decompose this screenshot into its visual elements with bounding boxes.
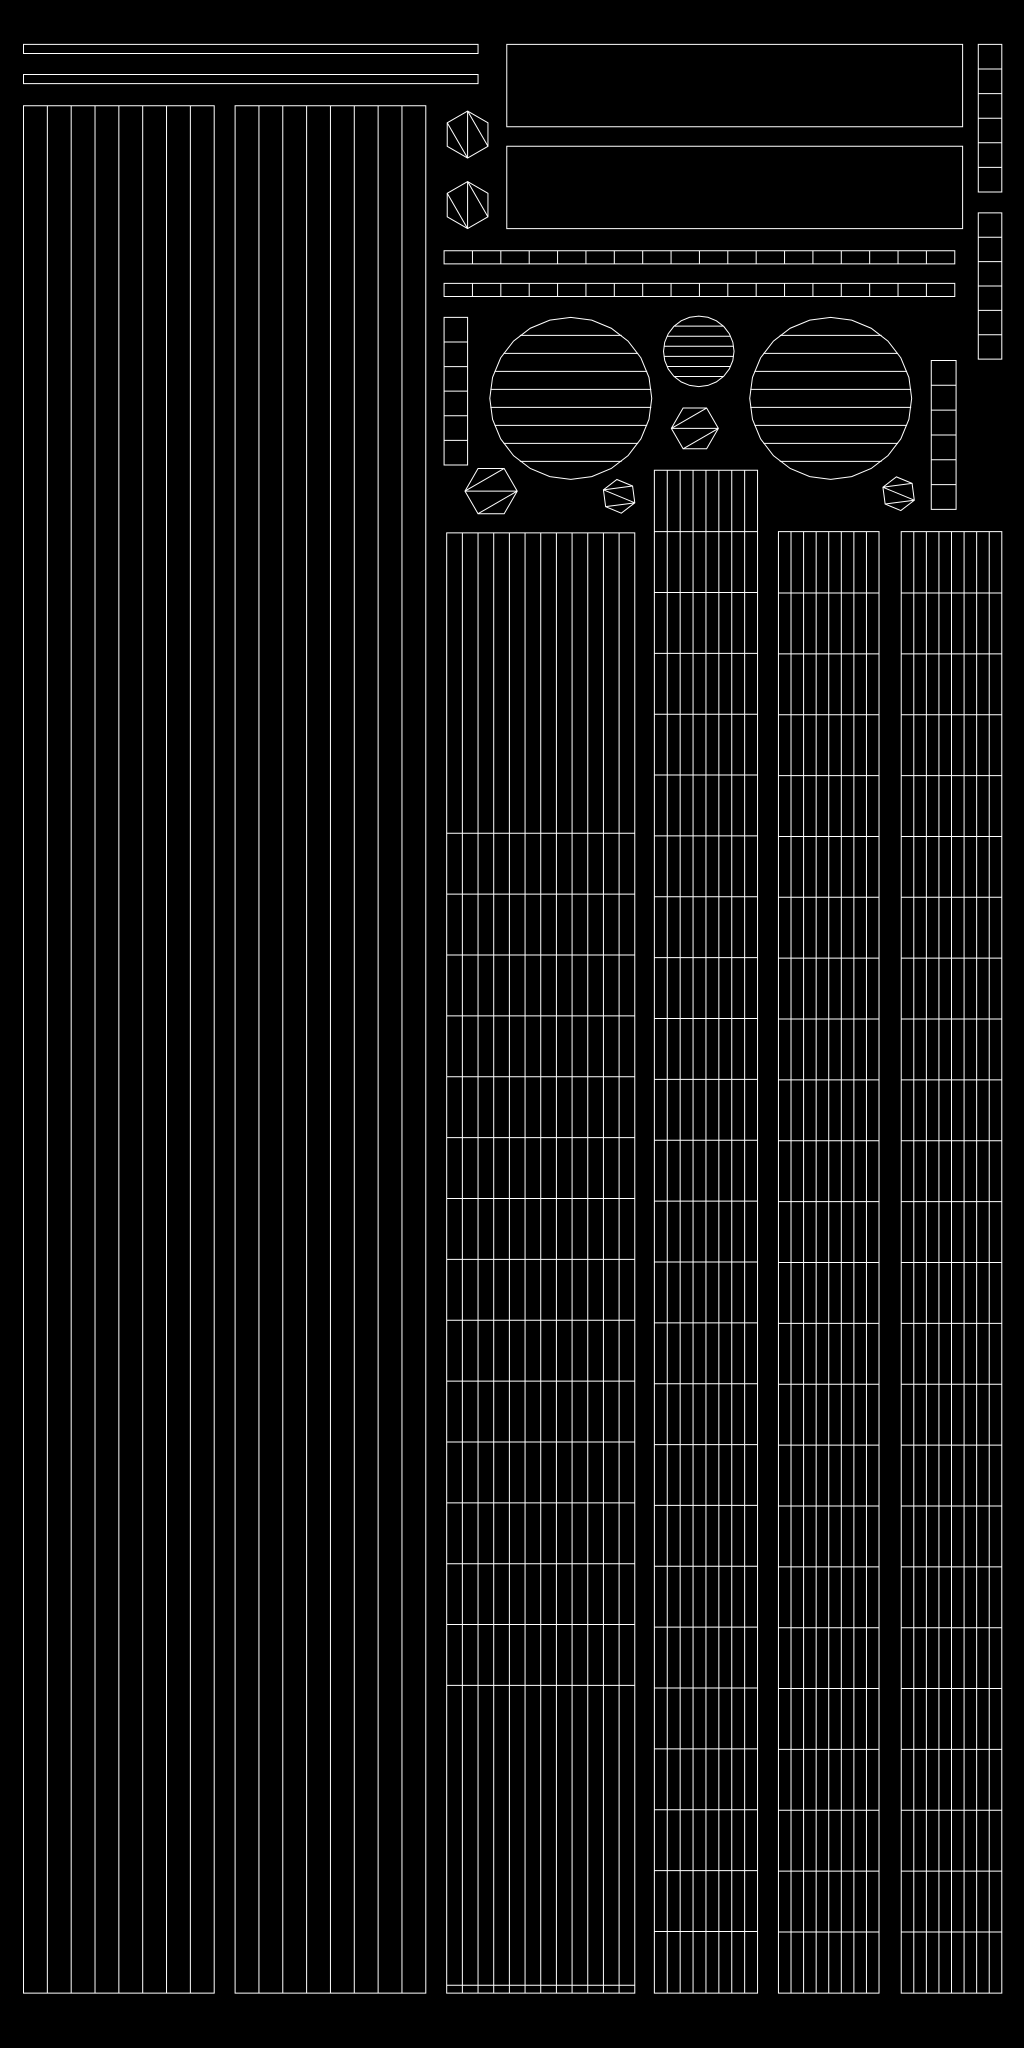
panel-island: [507, 44, 963, 126]
grid-island: [654, 470, 757, 1993]
island-outline: [24, 44, 479, 53]
horizontal-strip-island: [444, 251, 955, 264]
triangulation-edge: [671, 408, 706, 428]
hexagon-cap-island: [883, 477, 914, 511]
island-outline: [24, 74, 479, 83]
disc-outline: [490, 317, 652, 479]
grid-island: [778, 532, 879, 1994]
island-outline: [507, 146, 963, 228]
island-outline: [507, 44, 963, 126]
disc-outline: [750, 317, 912, 479]
hexagon-cap-island: [447, 182, 488, 229]
disc-island: [664, 316, 735, 387]
triangulation-edge: [883, 483, 912, 487]
vertical-strip-island: [978, 44, 1002, 192]
vertical-strip-island: [931, 360, 956, 509]
horizontal-strip-island: [444, 283, 955, 296]
triangulation-edge: [885, 500, 914, 504]
triangulation-edge: [683, 428, 718, 448]
disc-outline: [664, 316, 735, 387]
triangulation-edge: [478, 491, 517, 514]
tall-column-island: [235, 106, 426, 1993]
hexagon-cap-island: [603, 479, 634, 513]
grid-island: [447, 533, 635, 1993]
triangulation-edge: [606, 503, 635, 507]
triangulation-edge: [447, 123, 467, 158]
hexagon-cap-island: [447, 111, 488, 158]
panel-island: [507, 146, 963, 228]
triangulation-edge: [603, 490, 634, 503]
triangulation-edge: [465, 468, 504, 491]
hexagon-cap-island: [671, 408, 718, 449]
triangulation-edge: [447, 193, 467, 228]
disc-island: [490, 317, 652, 479]
triangulation-edge: [468, 182, 488, 217]
tall-column-island: [24, 106, 215, 1993]
triangulation-edge: [603, 486, 632, 490]
vertical-strip-island: [978, 213, 1002, 359]
thin-bar-island: [24, 44, 479, 53]
grid-island: [901, 532, 1002, 1994]
hexagon-cap-island: [465, 468, 517, 513]
vertical-strip-island: [444, 317, 468, 465]
triangulation-edge: [468, 111, 488, 146]
triangulation-edge: [883, 487, 914, 500]
disc-island: [750, 317, 912, 479]
thin-bar-island: [24, 74, 479, 83]
